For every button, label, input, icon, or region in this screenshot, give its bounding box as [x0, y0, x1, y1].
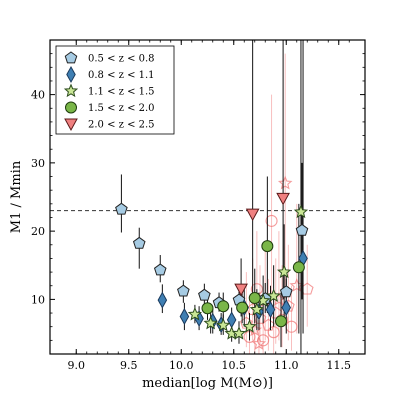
x-tick-label: 11.5 [327, 359, 352, 372]
data-point-series-4 [245, 208, 260, 222]
data-point-series-2 [231, 326, 247, 340]
faint-data-point [277, 175, 293, 190]
data-point-series-1 [157, 291, 168, 309]
legend-marker-4 [64, 118, 78, 132]
data-point-series-0 [279, 285, 293, 298]
faint-data-point [265, 214, 278, 227]
legend-label-4: 2.0 < z < 2.5 [88, 120, 155, 131]
data-point-series-1 [179, 307, 190, 325]
data-point-series-2 [266, 288, 281, 303]
axis-ticks: 9.0 9.5 10.0 10.5 11.0 11.5 10 20 30 40 [31, 39, 365, 372]
x-tick-label: 10.0 [169, 359, 194, 372]
markers-layer [115, 192, 309, 340]
legend-marker-3 [65, 101, 77, 114]
data-point-series-0 [295, 223, 309, 236]
y-tick-label: 10 [31, 293, 45, 306]
data-point-series-1 [281, 299, 292, 317]
data-point-series-0 [198, 288, 211, 301]
legend-label-3: 1.5 < z < 2.0 [88, 103, 155, 114]
data-point-series-3 [292, 261, 305, 274]
y-tick-label: 30 [31, 157, 45, 170]
data-point-series-2 [203, 315, 218, 330]
data-point-series-3 [217, 300, 230, 313]
data-point-series-2 [293, 204, 309, 219]
data-point-series-1 [265, 301, 276, 319]
legend-label-2: 1.1 < z < 1.5 [88, 87, 155, 98]
data-point-series-0 [153, 263, 167, 276]
legend: 0.5 < z < 0.8 0.8 < z < 1.1 1.1 < z < 1.5 1… [55, 45, 175, 135]
data-point-series-4 [234, 283, 248, 297]
data-point-series-0 [115, 202, 128, 215]
data-point-series-2 [216, 317, 231, 332]
data-point-series-3 [261, 240, 274, 253]
y-axis-label: M1 / Mmin [9, 160, 24, 233]
x-tick-label: 9.0 [68, 359, 86, 372]
y-tick-label: 20 [31, 225, 45, 238]
legend-label-0: 0.5 < z < 0.8 [88, 54, 155, 65]
legend-marker-2 [63, 83, 79, 98]
data-point-series-0 [132, 236, 146, 249]
data-point-series-1 [226, 311, 237, 329]
data-point-series-2 [277, 264, 292, 279]
data-point-series-2 [249, 302, 264, 316]
y-tick-label: 40 [31, 89, 45, 102]
data-point-series-3 [275, 315, 287, 328]
legend-marker-1 [66, 65, 76, 84]
x-tick-label: 10.5 [222, 359, 247, 372]
faint-data-point [251, 336, 267, 350]
data-point-series-4 [276, 192, 290, 206]
data-point-series-3 [248, 292, 261, 305]
legend-label-1: 0.8 < z < 1.1 [88, 70, 155, 81]
x-tick-label: 11.0 [274, 359, 299, 372]
plot-frame [49, 39, 366, 355]
x-axis-label: median[log M(M⊙)] [142, 376, 273, 391]
x-tick-label: 9.5 [120, 359, 138, 372]
data-point-series-0 [177, 284, 190, 297]
data-point-series-3 [236, 301, 249, 314]
data-point-series-3 [201, 302, 214, 315]
legend-marker-0 [64, 51, 78, 64]
data-point-series-2 [187, 306, 203, 321]
data-point-series-2 [242, 319, 257, 333]
